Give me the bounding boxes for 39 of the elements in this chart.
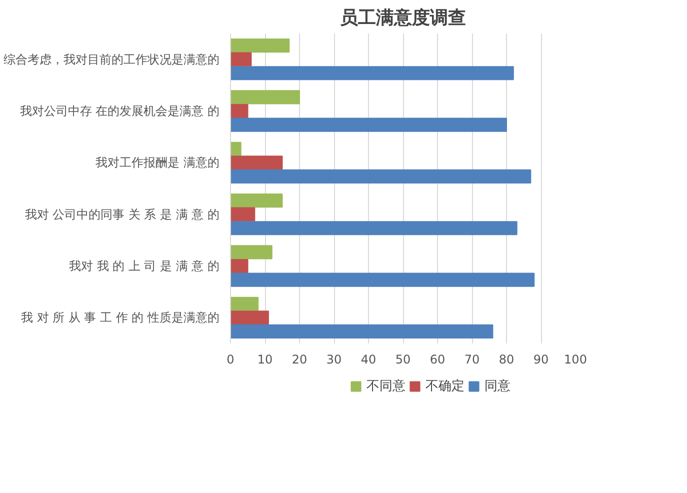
x-tick-label: 60	[430, 352, 446, 366]
y-tick-label: 综合考虑，我对目前的工作状况是满意的	[4, 52, 220, 66]
x-tick-label: 0	[226, 352, 234, 366]
x-tick-label: 100	[564, 352, 587, 366]
bar	[230, 310, 269, 325]
bar	[230, 118, 507, 132]
legend-label: 不同意	[366, 378, 406, 395]
bar	[230, 324, 494, 338]
bar	[230, 207, 256, 222]
x-tick-label: 90	[533, 352, 549, 366]
bar	[230, 52, 252, 66]
y-tick-label: 我对 公司中的同事 关 系 是 满 意 的	[24, 207, 220, 222]
bar	[230, 245, 272, 260]
bar	[230, 194, 283, 208]
x-tick-label: 40	[360, 352, 376, 366]
y-tick-label: 我对 我 的 上 司 是 满 意 的	[68, 259, 220, 273]
bar	[230, 38, 290, 53]
legend-label: 不确定	[426, 378, 464, 395]
x-tick-label: 50	[395, 352, 411, 366]
x-tick-label: 70	[464, 352, 480, 366]
y-tick-label: 我对工作报酬是 满意的	[96, 156, 220, 170]
bar	[230, 221, 518, 236]
x-tick-label: 80	[498, 352, 514, 366]
x-tick-label: 10	[257, 352, 273, 366]
bar	[230, 169, 532, 184]
bar	[230, 66, 514, 80]
legend-label: 同意	[484, 378, 510, 395]
x-tick-label: 20	[292, 352, 308, 366]
bar	[230, 258, 248, 274]
bar	[230, 296, 259, 311]
bar	[230, 156, 283, 170]
y-tick-label: 我 对 所 从 事 工 作 的 性质是满意的	[20, 310, 220, 325]
bar	[230, 272, 535, 287]
x-tick-label: 30	[326, 352, 342, 366]
chart-title: 员工满意度调查	[339, 8, 466, 28]
y-tick-label: 我对公司中存 在的发展机会是满意 的	[20, 104, 220, 118]
bar	[230, 90, 300, 104]
bar	[230, 104, 248, 118]
bar	[230, 142, 242, 156]
